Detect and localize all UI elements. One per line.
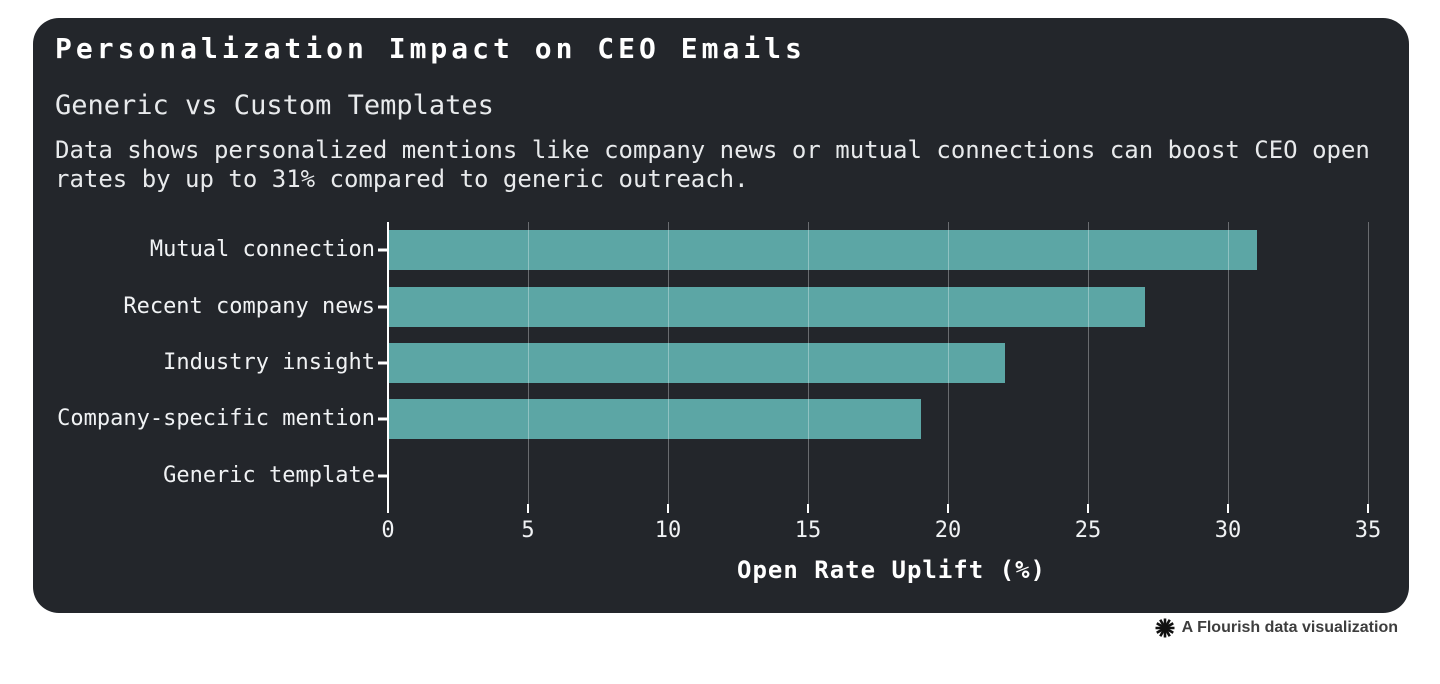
gridline bbox=[528, 222, 529, 504]
x-axis-tick-label: 20 bbox=[934, 518, 962, 543]
x-axis-tick-label: 25 bbox=[1074, 518, 1102, 543]
category-label: Industry insight bbox=[163, 350, 375, 375]
x-axis-tick bbox=[387, 504, 389, 513]
chart-subtitle: Generic vs Custom Templates bbox=[55, 90, 494, 121]
gridline bbox=[808, 222, 809, 504]
category-label: Recent company news bbox=[123, 293, 375, 319]
x-axis-tick bbox=[1087, 504, 1089, 513]
category-tick bbox=[378, 305, 388, 309]
chart-description: Data shows personalized mentions like co… bbox=[55, 136, 1370, 193]
attribution-text: A Flourish data visualization bbox=[1181, 619, 1398, 636]
category-tick bbox=[378, 417, 388, 421]
bar-recent-company-news[interactable] bbox=[389, 286, 1145, 327]
x-axis-tick bbox=[1367, 504, 1369, 513]
gridline bbox=[948, 222, 949, 504]
x-axis-tick-label: 15 bbox=[794, 518, 822, 543]
x-axis-tick bbox=[527, 504, 529, 513]
x-axis-tick-label: 5 bbox=[521, 518, 535, 543]
plot-area: 0 5 10 15 20 25 30 35 Mutual connection Recent co… bbox=[57, 222, 1395, 543]
x-axis-tick bbox=[807, 504, 809, 513]
chart-card: Personalization Impact on CEO Emails Gen… bbox=[33, 18, 1409, 613]
category-label: Generic template bbox=[163, 462, 375, 488]
category-label: Mutual connection bbox=[149, 237, 375, 263]
x-axis-tick bbox=[667, 504, 669, 513]
x-axis-title: Open Rate Uplift (%) bbox=[737, 556, 1046, 584]
x-axis-tick-label: 35 bbox=[1354, 518, 1382, 543]
y-axis-line bbox=[387, 222, 389, 504]
x-axis-tick bbox=[1227, 504, 1229, 513]
category-label: Company-specific mention bbox=[57, 406, 375, 432]
bar-mutual-connection[interactable] bbox=[389, 230, 1257, 271]
x-axis-tick-label: 0 bbox=[381, 518, 395, 543]
gridline bbox=[1228, 222, 1229, 504]
category-tick bbox=[378, 361, 388, 365]
gridline bbox=[1368, 222, 1369, 504]
chart-title: Personalization Impact on CEO Emails bbox=[55, 32, 806, 65]
x-axis-tick bbox=[947, 504, 949, 513]
gridline bbox=[1088, 222, 1089, 504]
flourish-asterisk-icon bbox=[1155, 618, 1175, 638]
flourish-attribution[interactable]: A Flourish data visualization bbox=[1154, 617, 1398, 639]
gridline bbox=[668, 222, 669, 504]
category-tick bbox=[378, 248, 388, 252]
category-tick bbox=[378, 474, 388, 478]
x-axis-tick-label: 10 bbox=[654, 518, 682, 543]
bar-company-specific-mention[interactable] bbox=[389, 399, 921, 440]
bar-industry-insight[interactable] bbox=[389, 343, 1005, 383]
x-axis-tick-label: 30 bbox=[1214, 518, 1242, 543]
